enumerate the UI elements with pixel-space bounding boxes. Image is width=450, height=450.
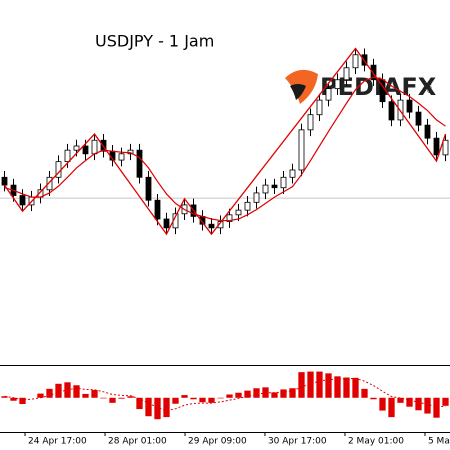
histogram-bar (370, 397, 377, 400)
histogram-bar (145, 397, 152, 417)
histogram-bar (154, 397, 161, 420)
histogram-bar (136, 397, 143, 410)
histogram-bar (226, 394, 233, 398)
histogram-bar (325, 373, 332, 398)
candle-body (118, 153, 125, 161)
histogram-bar (37, 393, 44, 398)
candle-body (226, 214, 233, 223)
histogram-bar (46, 388, 53, 398)
histogram-bar (100, 397, 107, 399)
candle-body (307, 114, 314, 131)
histogram-bar (127, 396, 134, 398)
histogram-bar (181, 395, 188, 398)
histogram-bar (172, 397, 179, 404)
candle-body (289, 169, 296, 178)
x-tick-label: 29 Apr 09:00 (188, 437, 247, 447)
candle-body (325, 88, 332, 101)
histogram-bar (73, 385, 80, 398)
candle-body (424, 124, 431, 139)
candle-body (298, 129, 305, 171)
histogram-bar (271, 392, 278, 398)
histogram-bar (442, 397, 449, 406)
candle-body (127, 149, 134, 155)
histogram-bar (280, 389, 287, 398)
histogram-bar (388, 397, 395, 418)
candle-body (208, 223, 215, 229)
histogram-bar (118, 397, 125, 399)
histogram-bar (109, 397, 116, 403)
histogram-bar (1, 396, 8, 398)
chart-title: USDJPY - 1 Jam (95, 32, 214, 51)
histogram-bar (199, 397, 206, 403)
candle-body (334, 79, 341, 90)
candle-body (433, 137, 440, 156)
candle-body (1, 176, 8, 186)
histogram-bar (19, 397, 26, 405)
candle-body (154, 199, 161, 220)
histogram-bar (316, 371, 323, 398)
logo-suffix: .COM (428, 81, 434, 94)
candle-body (235, 209, 242, 216)
histogram-bar (163, 397, 170, 418)
candle-body (163, 218, 170, 229)
candle-body (352, 54, 359, 69)
candle-body (280, 176, 287, 189)
histogram-bar (253, 388, 260, 398)
histogram-bar (424, 397, 431, 414)
histogram-bar (217, 397, 224, 399)
x-tick-label: 2 May 01:00 (348, 437, 404, 447)
histogram-bar (343, 377, 350, 398)
candle-body (64, 149, 71, 163)
candle-body (406, 99, 413, 113)
histogram-bar (190, 397, 197, 400)
candle-body (46, 176, 53, 191)
logo: PEDIAFX .COM (285, 69, 437, 104)
histogram-bar (244, 390, 251, 398)
histogram-bar (352, 377, 359, 398)
candle-body (442, 139, 449, 156)
histogram-bar (307, 371, 314, 398)
histogram-bar (10, 397, 17, 401)
candle-body (388, 101, 395, 121)
candle-body (19, 195, 26, 206)
x-tick-label: 5 May 09:00 (428, 437, 450, 447)
candle-body (136, 149, 143, 178)
histogram-bar (379, 397, 386, 411)
histogram-bar (397, 397, 404, 403)
candle-body (262, 184, 269, 194)
logo-icon (290, 84, 306, 100)
candle-body (316, 99, 323, 116)
candle-body (82, 145, 89, 155)
candle-body (253, 192, 260, 203)
candle-body (415, 111, 422, 126)
histogram-bar (361, 388, 368, 398)
histogram-bar (235, 392, 242, 398)
histogram-bar (82, 393, 89, 398)
histogram-bar (298, 372, 305, 398)
histogram-bar (289, 388, 296, 398)
x-tick-label: 24 Apr 17:00 (28, 437, 87, 447)
x-tick-label: 30 Apr 17:00 (268, 437, 327, 447)
x-tick-label: 28 Apr 01:00 (108, 437, 167, 447)
candle-body (91, 139, 98, 155)
histogram-bar (415, 397, 422, 411)
candle-body (271, 184, 278, 189)
histogram-bar (208, 397, 215, 403)
histogram-bar (91, 390, 98, 398)
candle-body (73, 145, 80, 151)
candle-body (244, 201, 251, 211)
moving-average (4, 76, 446, 222)
histogram-bar (433, 397, 440, 418)
histogram-bar (406, 397, 413, 407)
candle-body (145, 176, 152, 201)
zigzag (3, 47, 447, 236)
candle-body (343, 67, 350, 81)
histogram-bar (55, 383, 62, 398)
histogram-bar (334, 376, 341, 398)
